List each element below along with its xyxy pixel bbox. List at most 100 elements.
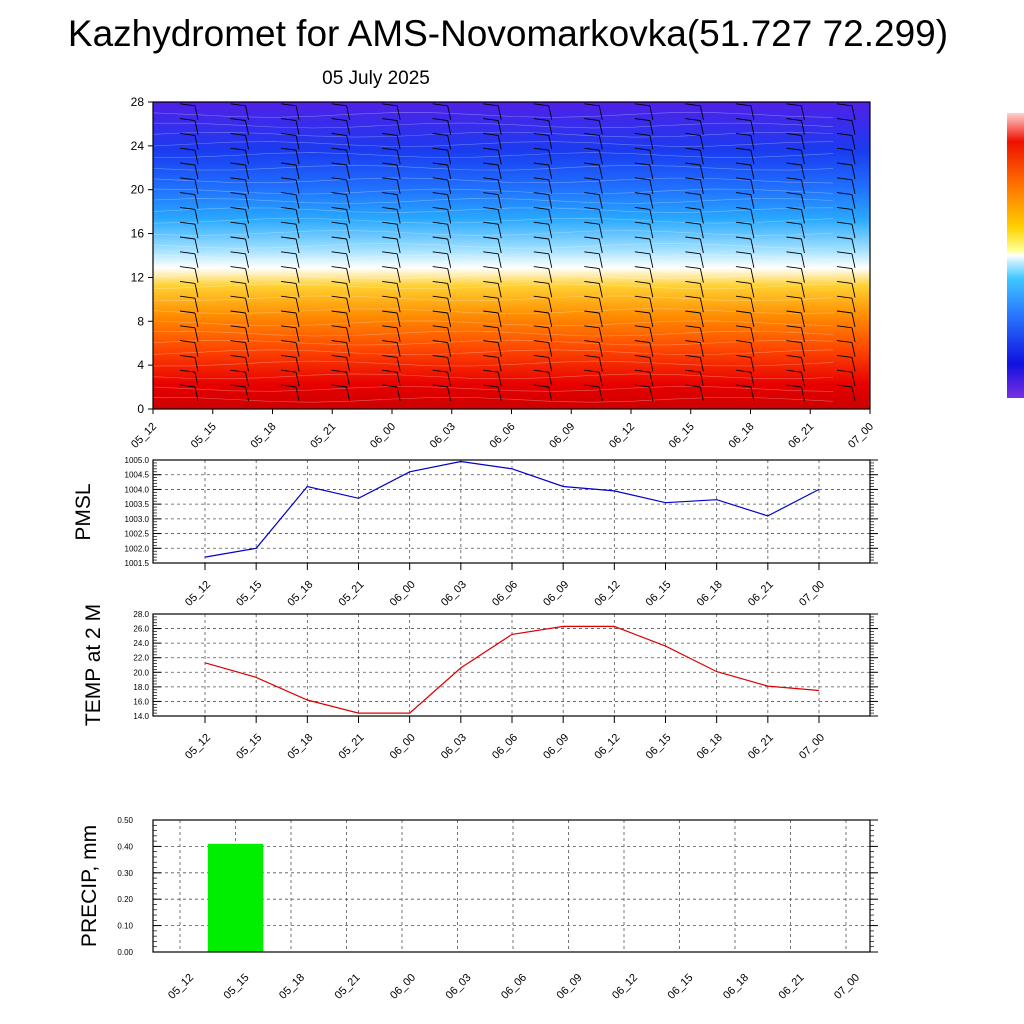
wind-barb-flag	[634, 162, 650, 166]
y-tick-label: 1004.5	[125, 471, 150, 480]
wind-barb-staff	[295, 253, 300, 268]
wind-barb-staff	[447, 224, 452, 239]
wind-barb-staff	[801, 120, 805, 135]
wind-barb-staff	[699, 386, 704, 402]
contour-line	[152, 164, 834, 171]
contour-line	[152, 217, 834, 224]
wind-barb-staff	[851, 164, 856, 180]
wind-barb-staff	[346, 224, 351, 239]
contour-line	[152, 396, 834, 403]
wind-barb-flag	[786, 266, 802, 270]
wind-barb-staff	[649, 253, 654, 268]
wind-barb-staff	[851, 105, 856, 120]
wind-barb-flag	[786, 103, 802, 107]
y-tick-label: 14.0	[133, 712, 149, 721]
wind-barb-staff	[851, 327, 856, 342]
wind-barb-flag	[432, 280, 448, 284]
wind-barb-flag	[179, 280, 196, 284]
wind-barb-staff	[801, 268, 805, 283]
wind-barb-staff	[497, 342, 502, 357]
x-tick-label: 05_15	[234, 732, 264, 762]
x-tick-label: 05_12	[183, 732, 213, 762]
wind-barb-flag	[281, 206, 297, 210]
wind-barb-flag	[483, 325, 499, 329]
wind-barb-flag	[483, 340, 499, 344]
wind-barb-staff	[346, 209, 351, 224]
wind-barb-staff	[194, 194, 199, 209]
wind-barb-staff	[245, 372, 249, 387]
contour-line	[152, 112, 834, 118]
temp-line	[204, 625, 820, 714]
wind-barb-flag	[230, 280, 246, 284]
wind-barb-staff	[801, 135, 805, 150]
x-tick-label: 06_03	[439, 732, 469, 762]
x-tick-label: 06_00	[388, 972, 418, 1002]
wind-barb-staff	[497, 268, 502, 283]
heatmap-x-tick-label: 06_03	[428, 421, 458, 451]
x-tick-label: 06_21	[746, 732, 776, 762]
wind-barb-flag	[786, 384, 802, 388]
wind-barb-staff	[497, 312, 502, 328]
wind-barb-staff	[851, 150, 856, 165]
wind-barb-flag	[179, 132, 196, 136]
wind-barb-flag	[584, 206, 600, 210]
wind-barb-staff	[801, 194, 805, 209]
x-tick-label: 06_15	[644, 732, 674, 762]
heatmap-x-tick-label: 06_12	[607, 421, 637, 451]
wind-barb-flag	[836, 147, 853, 151]
wind-barb-staff	[851, 179, 856, 194]
wind-barb-staff	[295, 238, 300, 254]
x-tick-label: 06_06	[490, 732, 520, 762]
wind-barb-staff	[699, 135, 704, 150]
contour-line	[152, 373, 834, 380]
wind-barb-staff	[699, 105, 704, 120]
wind-barb-flag	[382, 192, 398, 196]
wind-barb-staff	[801, 312, 805, 328]
wind-barb-staff	[194, 120, 199, 135]
wind-barb-flag	[382, 310, 398, 314]
wind-barb-flag	[179, 295, 196, 299]
temp-frame	[152, 613, 871, 717]
wind-barb-staff	[851, 357, 856, 372]
wind-barb-staff	[346, 312, 351, 328]
wind-barb-flag	[230, 132, 246, 136]
wind-barb-staff	[851, 372, 856, 387]
wind-barb-flag	[281, 354, 297, 358]
wind-barb-flag	[179, 177, 196, 181]
wind-barb-staff	[194, 150, 199, 165]
wind-barb-flag	[786, 147, 802, 151]
pmsl-line	[204, 460, 820, 558]
wind-barb-flag	[230, 221, 246, 225]
wind-barb-flag	[685, 162, 701, 166]
precip-bar	[207, 843, 264, 952]
wind-barb-flag	[735, 103, 751, 107]
wind-barb-flag	[331, 384, 347, 388]
x-tick-label: 05_18	[277, 972, 307, 1002]
wind-barb-staff	[598, 164, 603, 180]
wind-barb-flag	[483, 295, 499, 299]
wind-barb-staff	[447, 209, 452, 224]
wind-barb-staff	[194, 253, 199, 268]
wind-barb-flag	[230, 266, 246, 270]
wind-barb-staff	[750, 105, 755, 120]
y-tick-label: 1004.0	[125, 485, 150, 494]
wind-barb-flag	[382, 162, 398, 166]
wind-barbs	[179, 103, 856, 402]
wind-barb-staff	[548, 179, 553, 194]
wind-barb-staff	[245, 312, 249, 328]
y-tick-label: 1002.5	[125, 530, 150, 539]
contour-line	[152, 339, 834, 346]
precip-bars	[207, 843, 264, 952]
wind-barb-staff	[750, 268, 755, 283]
wind-barb-staff	[598, 357, 603, 372]
wind-barb-staff	[649, 386, 654, 402]
contour-line	[152, 141, 834, 147]
wind-barb-staff	[245, 298, 249, 313]
wind-barb-flag	[432, 177, 448, 181]
wind-barb-staff	[598, 135, 603, 150]
wind-barb-flag	[230, 384, 246, 388]
wind-barb-flag	[281, 369, 297, 373]
x-tick-label: 06_18	[695, 732, 725, 762]
wind-barb-staff	[447, 150, 452, 165]
x-tick-label: 06_18	[695, 579, 725, 609]
